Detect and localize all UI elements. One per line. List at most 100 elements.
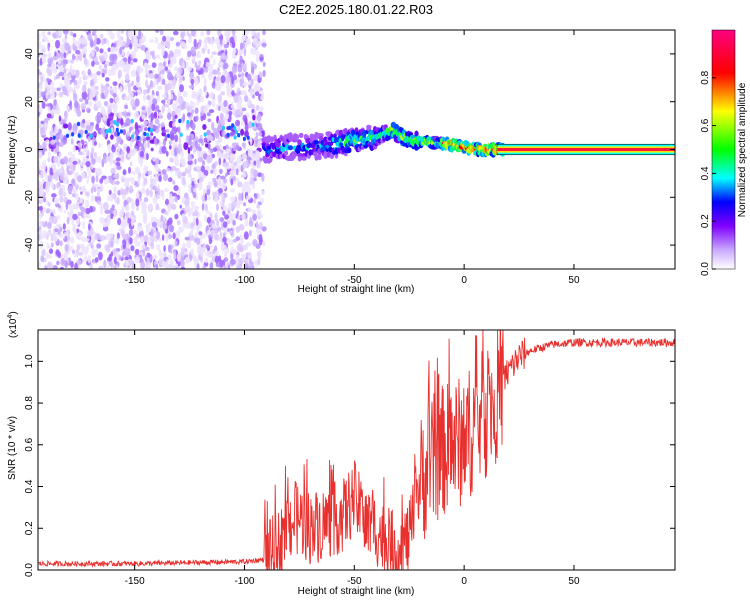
heatmap-cell: [194, 205, 200, 210]
heatmap-cell: [154, 36, 159, 44]
heatmap-cell: [72, 186, 77, 194]
heatmap-cell: [256, 203, 261, 209]
heatmap-cell: [244, 262, 249, 268]
heatmap-cell: [82, 185, 86, 190]
heatmap-cell: [206, 30, 211, 36]
heatmap-cell: [223, 265, 227, 269]
heatmap-cell: [231, 65, 238, 74]
heatmap-cell: [212, 101, 216, 108]
heatmap-cell: [66, 165, 70, 175]
heatmap-cell: [208, 100, 212, 106]
heatmap-cell: [167, 204, 172, 213]
heatmap-cell: [173, 185, 179, 192]
heatmap-cell: [176, 253, 181, 262]
heatmap-cell: [252, 114, 256, 121]
heatmap-cell: [129, 42, 133, 50]
heatmap-cell: [131, 198, 134, 206]
heatmap-cell: [71, 249, 76, 254]
heatmap-cell: [211, 163, 216, 169]
heatmap-cell: [205, 104, 209, 112]
heatmap-cell: [56, 182, 60, 189]
heatmap-cell: [99, 217, 105, 224]
heatmap-cell: [72, 213, 78, 221]
heatmap-cell: [81, 50, 87, 55]
heatmap-cell: [235, 168, 239, 176]
heatmap-cell: [204, 257, 208, 264]
heatmap-cell: [223, 62, 229, 70]
heatmap-cell: [198, 138, 204, 144]
heatmap-cell: [82, 53, 86, 59]
heatmap-cell: [80, 102, 86, 110]
heatmap-cell: [78, 98, 84, 103]
heatmap-cell: [95, 90, 99, 96]
snr-xtick-label: 0: [461, 576, 467, 587]
heatmap-cell: [233, 135, 237, 140]
heatmap-cell: [149, 175, 154, 184]
heatmap-cell: [38, 53, 41, 58]
heatmap-cell: [64, 42, 70, 51]
heatmap-cell: [167, 177, 173, 183]
heatmap-cell: [116, 131, 120, 136]
heatmap-cell: [243, 244, 248, 251]
heatmap-cell: [87, 68, 92, 76]
heatmap-cell: [198, 39, 202, 45]
heatmap-cell: [89, 122, 95, 126]
heatmap-cell: [174, 196, 178, 203]
heatmap-cell: [135, 43, 142, 48]
heatmap-cell: [190, 78, 195, 85]
heatmap-cell: [206, 187, 211, 196]
heatmap-cell: [147, 106, 152, 115]
heatmap-cell: [96, 71, 101, 76]
snr-xtick-label: 50: [568, 576, 580, 587]
heatmap-cell: [125, 112, 131, 117]
heatmap-cell: [184, 200, 190, 206]
heatmap-cell: [124, 256, 129, 261]
heatmap-cell: [103, 259, 107, 269]
heatmap-cell: [251, 78, 254, 86]
heatmap-cell: [196, 165, 201, 171]
heatmap-cell: [298, 132, 304, 138]
heatmap-cell: [193, 210, 199, 217]
heatmap-cell: [236, 177, 240, 183]
heatmap-cell: [231, 90, 235, 96]
heatmap-cell: [244, 258, 250, 264]
heatmap-cell: [188, 36, 192, 44]
heatmap-cell: [70, 236, 75, 244]
heatmap-cell: [225, 148, 231, 154]
heatmap-cell: [71, 178, 76, 187]
heatmap-cell: [184, 205, 190, 213]
heatmap-cell: [59, 134, 64, 140]
heatmap-cell: [152, 185, 157, 191]
heatmap-cell: [48, 215, 55, 224]
heatmap-cell: [147, 238, 152, 245]
heatmap-cell: [262, 240, 266, 247]
heatmap-cell: [158, 257, 164, 266]
figure-title: C2E2.2025.180.01.22.R03: [279, 2, 433, 17]
heatmap-cell: [175, 42, 180, 47]
heatmap-cell: [38, 120, 41, 128]
heatmap-cell: [104, 209, 110, 214]
heatmap-cell: [100, 234, 106, 241]
heatmap-cell: [103, 201, 109, 211]
heatmap-cell: [107, 195, 110, 202]
heatmap-cell: [84, 75, 90, 80]
heatmap-cell: [83, 57, 88, 65]
heatmap-cell: [209, 262, 214, 269]
heatmap-cell: [161, 105, 165, 114]
heatmap-cell: [135, 191, 140, 199]
heatmap-cell: [214, 131, 220, 139]
heatmap-cell: [330, 154, 334, 159]
heatmap-cell: [187, 66, 192, 72]
heatmap-cell: [123, 259, 129, 267]
heatmap-cell: [219, 168, 223, 175]
heatmap-cell: [155, 90, 160, 97]
heatmap-cell: [75, 54, 79, 63]
heatmap-cell: [174, 158, 180, 167]
heatmap-cell: [346, 147, 352, 154]
heatmap-cell: [71, 218, 74, 227]
heatmap-cell: [115, 162, 121, 167]
heatmap-cell: [54, 125, 59, 134]
heatmap-cell: [49, 208, 53, 214]
heatmap-cell: [240, 42, 244, 51]
